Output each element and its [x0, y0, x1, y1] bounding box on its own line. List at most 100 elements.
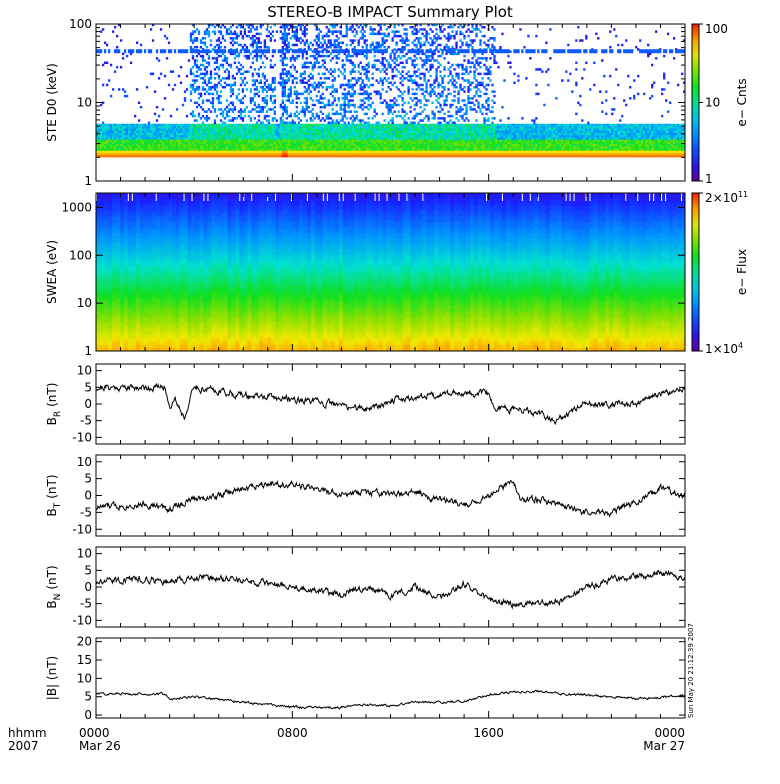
ste-cell	[143, 141, 147, 145]
ste-cell	[433, 90, 436, 93]
ste-cell	[303, 85, 306, 89]
ste-cell	[255, 72, 259, 76]
ste-cell	[147, 134, 151, 138]
ste-cell	[287, 145, 290, 149]
ste-cell	[317, 52, 320, 56]
ste-cell	[435, 32, 438, 36]
ste-cell	[367, 148, 370, 151]
ste-cell	[393, 101, 396, 105]
ste-cell	[195, 145, 199, 149]
ste-cell	[163, 34, 167, 38]
ste-cell	[391, 37, 394, 40]
ste-cell	[283, 134, 286, 138]
ste-cell	[96, 130, 99, 133]
ste-cell	[343, 94, 346, 98]
ste-cell	[299, 125, 302, 129]
ste-cell	[189, 130, 193, 133]
ste-cell	[159, 148, 163, 151]
ste-cell	[111, 143, 115, 147]
ste-cell	[241, 154, 245, 158]
ste-cell	[299, 137, 302, 140]
ste-cell	[129, 152, 133, 156]
ste-line-cell	[277, 49, 280, 54]
ste-cell	[399, 148, 402, 151]
ste-cell	[297, 152, 300, 156]
ste-cell	[271, 130, 274, 133]
ste-cell	[317, 101, 320, 105]
ste-cell	[225, 83, 229, 87]
ste-cell	[251, 148, 255, 151]
ste-cell	[181, 103, 185, 107]
ste-cell	[193, 150, 197, 153]
ste-cell	[349, 152, 352, 156]
ste-cell	[201, 54, 205, 58]
ste-cell	[309, 110, 312, 113]
ste-cell	[169, 143, 173, 147]
ste-cell	[369, 130, 372, 133]
ste-cell	[333, 68, 336, 71]
ste-cell	[269, 132, 273, 136]
ste-cell	[277, 134, 280, 138]
ste-cell	[379, 150, 382, 153]
ste-cell	[357, 63, 360, 67]
ste-cell	[187, 150, 191, 153]
ste-cell	[169, 145, 173, 149]
ste-cell	[397, 150, 400, 153]
ste-cell	[429, 150, 432, 153]
ste-cell	[301, 54, 304, 58]
ste-cell	[361, 68, 364, 71]
ste-cell	[295, 132, 298, 136]
ste-cell	[443, 65, 446, 69]
ste-cell	[399, 90, 402, 93]
ste-cell	[431, 123, 434, 127]
ste-cell	[449, 65, 452, 69]
ste-cell	[421, 141, 424, 145]
ste-cell	[425, 57, 428, 60]
ste-cell	[117, 148, 121, 151]
ste-cell	[421, 128, 424, 131]
ste-cell	[337, 45, 340, 49]
ste-cell	[339, 119, 342, 122]
ste-cell	[201, 99, 205, 102]
ste-cell	[399, 139, 402, 142]
ste-cell	[351, 85, 354, 89]
ste-cell	[453, 145, 456, 149]
ste-cell	[245, 57, 249, 60]
ste-cell	[375, 121, 378, 125]
ste-cell	[205, 134, 209, 138]
ste-cell	[115, 148, 119, 151]
ste-cell	[195, 63, 199, 67]
ste-cell	[379, 152, 382, 156]
ste-cell	[439, 43, 442, 47]
ste-cell	[263, 114, 267, 118]
ste-cell	[271, 125, 274, 129]
ste-cell	[237, 148, 241, 151]
ste-cell	[345, 139, 348, 142]
ste-cell	[277, 148, 280, 151]
ste-cell	[137, 141, 141, 145]
ste-cell	[407, 134, 410, 138]
ste-cell	[423, 148, 426, 151]
ste-cell	[355, 150, 358, 153]
ste-cell	[269, 143, 273, 147]
ste-cell	[387, 125, 390, 129]
ste-cell	[399, 123, 402, 127]
ste-cell	[191, 83, 195, 87]
ste-cell	[373, 143, 376, 147]
ste-cell	[447, 154, 450, 158]
ste-cell	[321, 81, 324, 85]
ste-cell	[281, 94, 284, 98]
ste-cell	[401, 125, 404, 129]
ste-cell	[243, 83, 247, 87]
ste-cell	[163, 154, 167, 158]
ste-cell	[425, 103, 428, 107]
ste-cell	[405, 137, 408, 140]
ste-cell	[233, 125, 237, 129]
ste-cell	[389, 105, 392, 109]
ste-cell	[261, 108, 265, 111]
ste-cell	[423, 52, 426, 56]
ste-cell	[143, 130, 147, 133]
ste-cell	[99, 141, 103, 145]
ste-cell	[191, 137, 195, 140]
